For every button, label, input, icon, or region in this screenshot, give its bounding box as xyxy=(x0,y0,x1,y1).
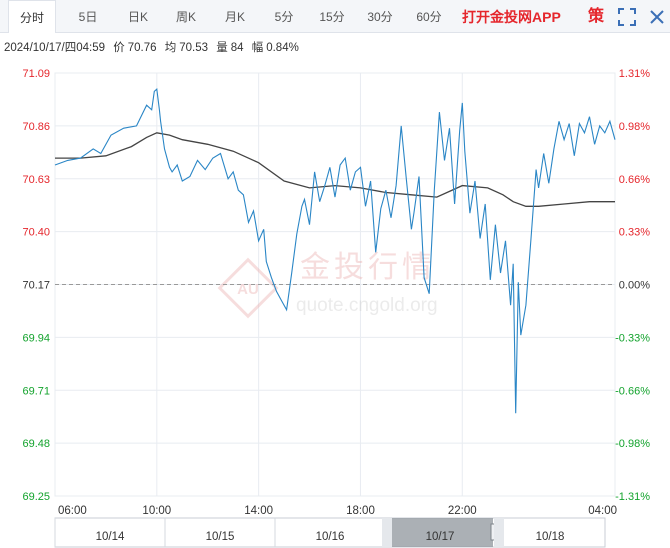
navigator-date-label: 10/14 xyxy=(96,531,125,543)
y-tick-label: 70.86 xyxy=(22,121,50,133)
percent-tick-label: -0.33% xyxy=(615,332,650,344)
percent-axis-labels: 1.31% 0.98% 0.66% 0.33% 0.00% -0.33% -0.66% -0.… xyxy=(615,68,650,503)
navigator-frame xyxy=(54,517,606,548)
price-value: 70.76 xyxy=(127,42,157,54)
y-tick-label: 70.63 xyxy=(22,174,50,186)
tab-monthly-k[interactable]: 月K xyxy=(224,10,245,24)
x-tick-label: 06:00 xyxy=(58,505,87,517)
x-tick-label: 22:00 xyxy=(448,505,477,517)
average-price-line xyxy=(55,132,615,207)
range-label: 幅 xyxy=(251,42,264,54)
watermark-logo-icon: AU xyxy=(217,257,279,319)
navigator-date-label: 10/18 xyxy=(536,531,565,543)
percent-tick-label: 1.31% xyxy=(619,68,650,80)
x-tick-label: 18:00 xyxy=(346,505,375,517)
percent-tick-label: 0.98% xyxy=(619,121,650,133)
range-navigator: 10/14 10/15 10/16 10/17 10/18 xyxy=(54,517,606,548)
price-line xyxy=(54,87,616,414)
tab-30min[interactable]: 30分 xyxy=(367,10,393,24)
x-axis-labels: 06:00 10:00 14:00 18:00 22:00 04:00 xyxy=(58,505,617,517)
navigator-date-label: 10/15 xyxy=(206,531,235,543)
tab-intraday[interactable]: 分时 xyxy=(8,0,56,33)
tab-15min[interactable]: 15分 xyxy=(319,10,345,24)
tab-daily-k[interactable]: 日K xyxy=(127,10,148,24)
range-value: 0.84% xyxy=(266,42,299,54)
avg-label: 均 xyxy=(164,42,177,54)
watermark: AU 金投行情 quote.cngold.org xyxy=(217,250,438,319)
quote-datetime: 2024/10/17/四04:59 xyxy=(4,42,106,54)
watermark-brand: 金投行情 xyxy=(300,250,436,285)
strategy-button[interactable]: 策 xyxy=(588,8,605,25)
tab-weekly-k[interactable]: 周K xyxy=(175,10,196,24)
avg-value: 70.53 xyxy=(179,42,208,54)
navigator-selection xyxy=(387,518,493,547)
y-tick-label: 70.17 xyxy=(22,280,50,292)
navigator-date-label: 10/17 xyxy=(426,531,455,543)
tab-5day[interactable]: 5日 xyxy=(78,10,98,24)
vol-label: 量 xyxy=(216,42,228,54)
period-tabs: 分时 5日 日K 周K 月K 5分 15分 30分 60分 打开金投网APP 策 xyxy=(0,0,670,33)
watermark-badge: AU xyxy=(237,281,259,298)
percent-tick-label: -0.98% xyxy=(615,438,650,450)
y-tick-label: 71.09 xyxy=(22,68,50,80)
percent-tick-label: -1.31% xyxy=(615,491,650,503)
y-axis-labels: 71.09 70.86 70.63 70.40 70.17 69.94 69.71 69.48… xyxy=(22,68,50,503)
x-tick-label: 04:00 xyxy=(588,505,617,517)
y-tick-label: 69.94 xyxy=(22,332,50,344)
quote-info-bar: 2024/10/17/四04:59 价 70.76 均 70.53 量 84 幅 0.8… xyxy=(4,39,304,55)
navigator-left-grip[interactable] xyxy=(382,518,392,547)
y-tick-label: 69.71 xyxy=(22,385,50,397)
y-tick-label: 69.25 xyxy=(22,491,50,503)
fullscreen-icon[interactable] xyxy=(618,8,636,26)
y-tick-label: 70.40 xyxy=(22,227,50,239)
tab-5min[interactable]: 5分 xyxy=(274,10,294,24)
open-app-link[interactable]: 打开金投网APP xyxy=(462,9,561,25)
navigator-right-grip[interactable] xyxy=(494,518,504,547)
vol-value: 84 xyxy=(230,42,244,54)
price-label: 价 xyxy=(113,42,125,54)
x-tick-label: 14:00 xyxy=(244,505,273,517)
percent-tick-label: -0.66% xyxy=(615,385,650,397)
percent-tick-label: 0.00% xyxy=(619,280,650,292)
tab-60min[interactable]: 60分 xyxy=(416,10,442,24)
watermark-url: quote.cngold.org xyxy=(296,295,438,316)
x-tick-label: 10:00 xyxy=(142,505,171,517)
navigator-date-label: 10/16 xyxy=(316,531,345,543)
percent-tick-label: 0.66% xyxy=(619,174,650,186)
y-tick-label: 69.48 xyxy=(22,438,50,450)
close-icon[interactable] xyxy=(648,8,666,26)
percent-tick-label: 0.33% xyxy=(619,227,650,239)
